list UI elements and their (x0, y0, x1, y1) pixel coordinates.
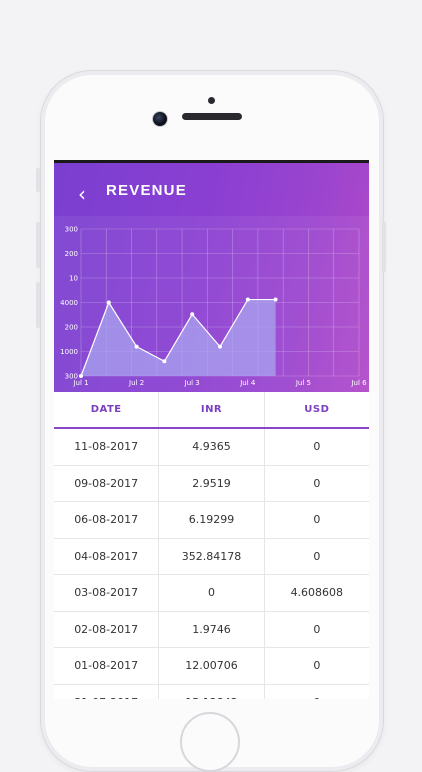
column-header-inr[interactable]: INR (159, 392, 265, 427)
y-tick-label: 300 (65, 373, 78, 381)
y-tick-label: 200 (65, 250, 78, 258)
cell-date: 31-07-2017 (54, 684, 160, 699)
x-tick-label: Jul 6 (350, 379, 367, 387)
y-tick-label: 10 (69, 275, 78, 283)
cell-date: 02-08-2017 (54, 611, 160, 647)
table-header: DATE INR USD (54, 392, 369, 429)
data-point (162, 359, 167, 364)
table-row[interactable]: 11-08-2017 4.9365 0 (54, 429, 369, 466)
x-tick-label: Jul 4 (239, 379, 256, 387)
table-row[interactable]: 03-08-2017 0 4.608608 (54, 575, 369, 612)
table-row[interactable]: 06-08-2017 6.19299 0 (54, 502, 369, 539)
data-point (245, 297, 250, 302)
cell-usd: 0 (313, 549, 321, 563)
page-title: REVENUE (106, 182, 187, 199)
cell-usd: 0 (313, 440, 321, 454)
table-body: 11-08-2017 4.9365 0 09-08-2017 2.9519 0 06-08-… (54, 429, 369, 699)
app-screen: ‹ REVENUE 300 200 10 4000 200 1000 300 Jul 1 Jul… (54, 160, 369, 699)
revenue-table: DATE INR USD 11-08-2017 4.9365 0 09-08-2017… (54, 392, 369, 699)
cell-date: 04-08-2017 (54, 538, 160, 574)
data-point (190, 312, 195, 317)
cell-date: 06-08-2017 (54, 502, 160, 538)
cell-inr: 1.9746 (159, 611, 265, 647)
table-row[interactable]: 04-08-2017 352.84178 0 (54, 538, 369, 575)
x-tick-label: Jul 3 (184, 379, 200, 387)
cell-usd: 4.608608 (290, 586, 344, 600)
side-button (382, 222, 386, 272)
cell-usd: 0 (313, 622, 321, 636)
cell-date: 11-08-2017 (54, 429, 160, 465)
y-tick-label: 300 (65, 226, 78, 234)
y-tick-label: 200 (65, 324, 78, 332)
cell-usd: 0 (313, 476, 321, 490)
cell-inr: 12.00706 (159, 648, 265, 684)
data-point (218, 344, 222, 349)
table-row[interactable]: 02-08-2017 1.9746 0 (54, 611, 369, 648)
home-button[interactable] (180, 712, 240, 772)
front-camera (152, 111, 168, 127)
y-tick-label: 1000 (60, 348, 78, 356)
cell-inr: 6.19299 (159, 502, 265, 538)
cell-date: 09-08-2017 (54, 465, 160, 501)
table-row[interactable]: 31-07-201715.128420 (54, 684, 369, 699)
data-point (134, 344, 139, 349)
column-header-usd[interactable]: USD (304, 404, 330, 415)
column-header-date[interactable]: DATE (54, 392, 160, 427)
cell-inr: 352.84178 (159, 538, 265, 574)
x-tick-label: Jul 2 (128, 379, 144, 387)
table-row[interactable]: 09-08-2017 2.9519 0 (54, 465, 369, 502)
cell-inr: 4.9365 (159, 429, 265, 465)
series-line (80, 298, 276, 377)
cell-date: 01-08-2017 (54, 648, 160, 684)
cell-usd: 0 (313, 659, 321, 673)
data-point (106, 300, 111, 305)
x-tick-label: Jul 1 (72, 379, 88, 387)
earpiece-speaker (182, 113, 242, 120)
data-point (273, 297, 278, 302)
side-button (36, 282, 40, 328)
data-point (79, 374, 83, 378)
cell-usd: 0 (313, 513, 321, 527)
proximity-sensor (208, 97, 215, 104)
side-button (36, 222, 40, 268)
chevron-left-icon[interactable]: ‹ (78, 182, 86, 206)
cell-inr: 0 (159, 575, 265, 611)
x-tick-label: Jul 5 (295, 379, 311, 387)
side-button (36, 168, 40, 192)
table-row[interactable]: 01-08-2017 12.00706 0 (54, 648, 369, 685)
cell-inr: 2.9519 (159, 465, 265, 501)
cell-date: 03-08-2017 (54, 575, 160, 611)
cell-inr: 15.12842 (159, 684, 265, 699)
y-tick-label: 4000 (60, 299, 78, 307)
cell-usd: 0 (265, 685, 369, 699)
